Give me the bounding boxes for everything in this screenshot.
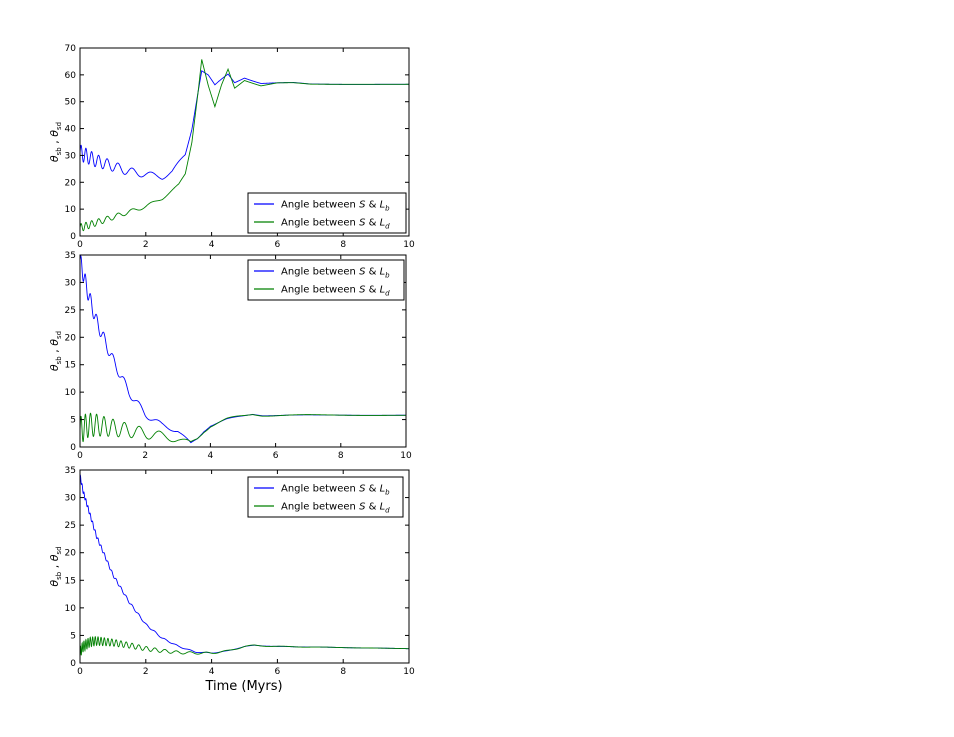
x-tick-label: 0 bbox=[77, 667, 83, 677]
axes-frame bbox=[79, 469, 410, 664]
x-tick-label: 8 bbox=[338, 451, 344, 461]
y-tick-label: 70 bbox=[65, 44, 77, 54]
y-tick-label: 60 bbox=[65, 71, 77, 81]
legend: Angle between S & Lb Angle between S & Ld bbox=[247, 476, 404, 518]
y-tick-label: 35 bbox=[65, 251, 76, 261]
x-tick-label: 0 bbox=[77, 240, 83, 250]
y-tick-label: 30 bbox=[65, 278, 77, 288]
series-line-1 bbox=[79, 70, 409, 180]
y-axis-title: θsb , θsd bbox=[48, 331, 63, 371]
x-tick-label: 8 bbox=[340, 667, 346, 677]
legend-box bbox=[247, 192, 407, 234]
axes-frame bbox=[79, 254, 407, 448]
y-tick-label: 10 bbox=[65, 205, 77, 215]
x-tick-label: 2 bbox=[143, 667, 149, 677]
y-axis-title: θsb , θsd bbox=[48, 122, 63, 162]
y-tick-label: 10 bbox=[65, 388, 77, 398]
axes-frame bbox=[79, 47, 410, 237]
x-axis-title: Time (Myrs) bbox=[204, 679, 282, 694]
y-axis-title: θsb , θsd bbox=[48, 546, 63, 586]
y-tick-label: 10 bbox=[65, 604, 77, 614]
x-tick-label: 10 bbox=[403, 667, 415, 677]
x-tick-label: 6 bbox=[275, 240, 281, 250]
y-tick-label: 20 bbox=[65, 549, 77, 559]
chart-panel-1: 0 2 4 6 8 10 0 10 20 30 40 50 60 70 θsb , θsd Angle bet… bbox=[48, 44, 415, 250]
x-tick-label: 0 bbox=[77, 451, 83, 461]
x-tick-label: 6 bbox=[273, 451, 279, 461]
y-tick-label: 20 bbox=[65, 333, 77, 343]
x-tick-label: 4 bbox=[208, 451, 214, 461]
series-line-2 bbox=[79, 59, 409, 232]
legend-label: Angle between S & Ld bbox=[281, 285, 390, 298]
y-tick-label: 25 bbox=[65, 521, 76, 531]
y-tick-label: 25 bbox=[65, 306, 76, 316]
x-tick-label: 4 bbox=[209, 667, 215, 677]
legend-box bbox=[247, 476, 404, 518]
x-tick-label: 2 bbox=[142, 451, 148, 461]
chart-panel-3: 0 2 4 6 8 10 0 5 10 15 20 25 30 35 θsb , θsd Angle betw… bbox=[48, 466, 415, 677]
x-tick-label: 4 bbox=[209, 240, 215, 250]
legend: Angle between S & Lb Angle between S & Ld bbox=[247, 259, 405, 301]
x-tick-label: 6 bbox=[275, 667, 281, 677]
x-tick-label: 8 bbox=[340, 240, 346, 250]
x-tick-label: 10 bbox=[403, 240, 415, 250]
x-tick-label: 2 bbox=[143, 240, 149, 250]
y-tick-label: 20 bbox=[65, 178, 77, 188]
series-line-2 bbox=[79, 412, 407, 443]
y-tick-label: 30 bbox=[65, 494, 77, 504]
y-tick-label: 15 bbox=[65, 576, 76, 586]
x-tick-label: 10 bbox=[400, 451, 412, 461]
y-tick-label: 0 bbox=[70, 659, 76, 669]
legend-label: Angle between S & Ld bbox=[281, 502, 390, 515]
y-tick-label: 15 bbox=[65, 361, 76, 371]
legend-label: Angle between S & Lb bbox=[281, 200, 390, 213]
y-tick-label: 5 bbox=[70, 416, 76, 426]
legend-label: Angle between S & Lb bbox=[281, 484, 390, 497]
y-tick-label: 5 bbox=[70, 631, 76, 641]
legend: Angle between S & Lb Angle between S & Ld bbox=[247, 192, 407, 234]
y-tick-label: 30 bbox=[65, 151, 77, 161]
y-tick-label: 40 bbox=[65, 125, 77, 135]
y-tick-label: 0 bbox=[70, 232, 76, 242]
legend-label: Angle between S & Lb bbox=[281, 267, 390, 280]
y-tick-label: 50 bbox=[65, 98, 77, 108]
y-tick-label: 0 bbox=[70, 443, 76, 453]
legend-box bbox=[247, 259, 405, 301]
legend-label: Angle between S & Ld bbox=[281, 218, 390, 231]
series-line-2 bbox=[79, 635, 409, 656]
chart-panel-2: 0 2 4 6 8 10 0 5 10 15 20 25 30 35 θsb , θsd Angle betw… bbox=[48, 251, 412, 461]
y-tick-label: 35 bbox=[65, 466, 76, 476]
